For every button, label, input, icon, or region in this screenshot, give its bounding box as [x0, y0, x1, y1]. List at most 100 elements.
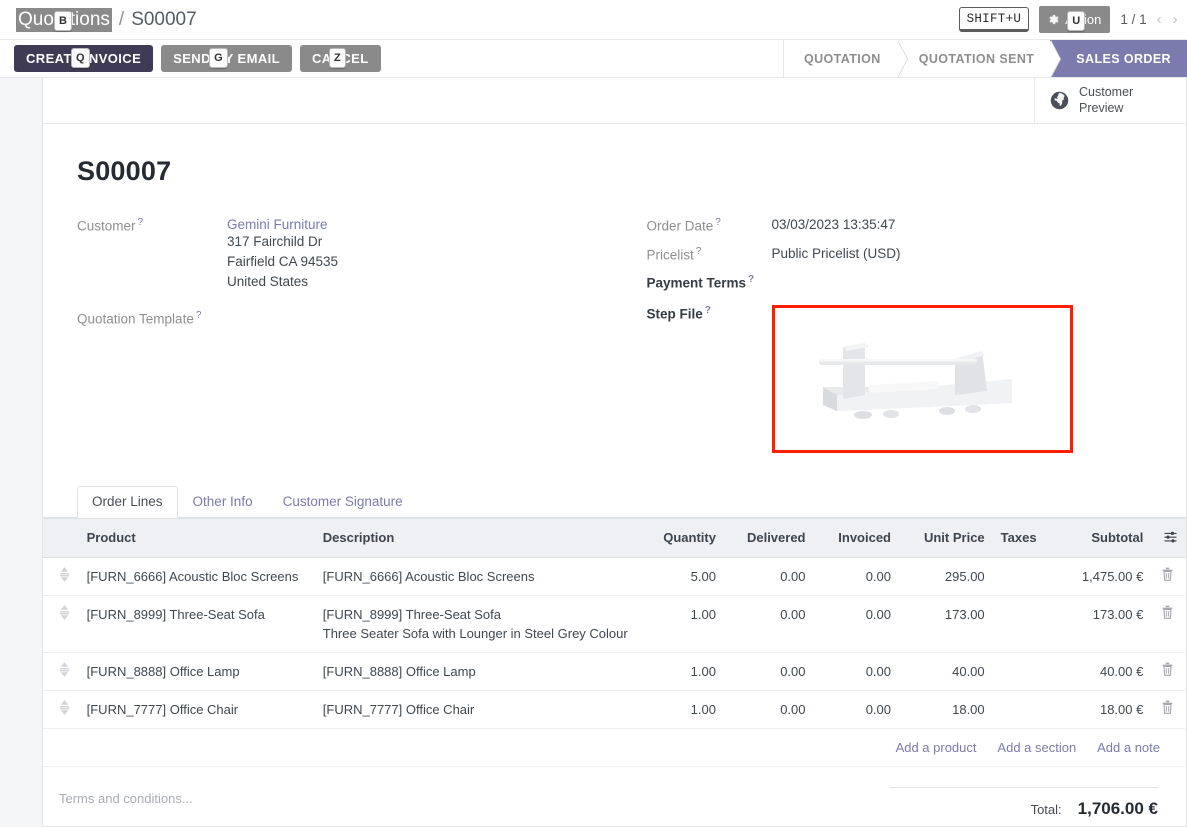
table-row[interactable]: [FURN_7777] Office Chair [FURN_7777] Off…	[43, 690, 1186, 729]
status-step-quotation[interactable]: QUOTATION	[783, 40, 908, 77]
form-sheet: Customer Preview S00007 Customer? Gemini…	[42, 78, 1187, 827]
cell-taxes[interactable]	[992, 595, 1046, 653]
trash-icon	[1162, 700, 1173, 714]
customer-address-line-2: Fairfield CA 94535	[227, 254, 339, 269]
cell-delivered[interactable]: 0.00	[723, 595, 814, 653]
cell-description[interactable]: [FURN_8999] Three-Seat Sofa Three Seater…	[314, 595, 639, 653]
cell-quantity[interactable]: 5.00	[638, 557, 724, 596]
cell-invoiced[interactable]: 0.00	[813, 652, 900, 691]
cell-quantity[interactable]: 1.00	[638, 690, 724, 729]
total-row: Total: 1,706.00 €	[890, 786, 1158, 819]
add-a-note-link[interactable]: Add a note	[1097, 739, 1160, 755]
add-a-product-link[interactable]: Add a product	[895, 739, 977, 755]
field-column-left: Customer? Gemini Furniture 317 Fairchild…	[77, 217, 615, 453]
col-unit-price[interactable]: Unit Price	[899, 517, 993, 558]
cell-description[interactable]: [FURN_7777] Office Chair	[314, 690, 639, 729]
table-row[interactable]: [FURN_8999] Three-Seat Sofa [FURN_8999] …	[43, 595, 1186, 653]
cell-delivered[interactable]: 0.00	[723, 652, 814, 691]
delete-row-button[interactable]	[1151, 557, 1186, 596]
status-step-quotation-sent[interactable]: QUOTATION SENT	[896, 40, 1061, 77]
send-by-email-button[interactable]: SEND BY EMAIL G	[161, 45, 292, 72]
order-lines-header-row: Product Description Quantity Delivered I…	[43, 517, 1186, 558]
cell-subtotal: 1,475.00 €	[1045, 557, 1152, 596]
cell-description[interactable]: [FURN_8888] Office Lamp	[314, 652, 639, 691]
cell-product[interactable]: [FURN_8888] Office Lamp	[78, 652, 315, 691]
help-icon-pricelist[interactable]: ?	[695, 245, 702, 257]
add-a-section-link[interactable]: Add a section	[997, 739, 1077, 755]
breadcrumb-parent-quotations[interactable]: Quotations B	[16, 7, 112, 32]
row-drag-handle[interactable]	[43, 690, 79, 729]
status-step-sales-order[interactable]: SALES ORDER	[1050, 40, 1187, 77]
col-taxes[interactable]: Taxes	[992, 517, 1046, 558]
create-invoice-button[interactable]: CREATE INVOICE Q	[14, 45, 154, 72]
field-payment-terms-label: Payment Terms?	[647, 274, 772, 291]
action-menu-button[interactable]: Action U	[1039, 6, 1111, 33]
cell-invoiced[interactable]: 0.00	[813, 595, 900, 653]
col-invoiced[interactable]: Invoiced	[813, 517, 900, 558]
col-delivered[interactable]: Delivered	[723, 517, 814, 558]
trash-icon	[1162, 567, 1173, 581]
cell-unit-price[interactable]: 173.00	[899, 595, 993, 653]
column-options-icon	[1164, 531, 1177, 542]
delete-row-button[interactable]	[1151, 690, 1186, 729]
total-value: 1,706.00 €	[1077, 798, 1158, 818]
customer-name-link[interactable]: Gemini Furniture	[227, 217, 328, 232]
cell-description[interactable]: [FURN_6666] Acoustic Bloc Screens	[314, 557, 639, 596]
tab-order-lines[interactable]: Order Lines	[77, 486, 178, 518]
table-row[interactable]: [FURN_6666] Acoustic Bloc Screens [FURN_…	[43, 557, 1186, 596]
field-step-file: Step File?	[647, 304, 1153, 453]
help-icon-order-date[interactable]: ?	[715, 217, 721, 228]
help-icon-quotation-template[interactable]: ?	[195, 310, 202, 321]
field-pricelist-value[interactable]: Public Pricelist (USD)	[771, 245, 901, 261]
terms-and-conditions-input[interactable]: Terms and conditions...	[59, 787, 193, 819]
cell-taxes[interactable]	[992, 652, 1046, 691]
trash-icon	[1162, 605, 1173, 619]
row-drag-handle[interactable]	[43, 595, 79, 653]
cell-product[interactable]: [FURN_8999] Three-Seat Sofa	[78, 595, 315, 653]
cell-unit-price[interactable]: 18.00	[899, 690, 993, 729]
terms-placeholder-text: Terms and conditions...	[59, 790, 193, 806]
tab-customer-signature[interactable]: Customer Signature	[268, 486, 418, 517]
cell-delivered[interactable]: 0.00	[723, 557, 814, 596]
tab-other-info[interactable]: Other Info	[178, 486, 268, 517]
total-label: Total:	[1030, 801, 1062, 817]
pager-previous-icon[interactable]: ‹	[1156, 11, 1162, 28]
col-subtotal[interactable]: Subtotal	[1045, 517, 1152, 558]
pager-next-icon[interactable]: ›	[1172, 11, 1178, 28]
sheet-body: S00007 Customer? Gemini Furniture 317 Fa…	[43, 124, 1186, 453]
col-quantity[interactable]: Quantity	[638, 517, 724, 558]
help-icon-customer[interactable]: ?	[137, 217, 144, 228]
col-product[interactable]: Product	[78, 517, 315, 558]
shortcut-chip-cancel: Z	[328, 48, 347, 68]
delete-row-button[interactable]	[1151, 595, 1186, 653]
cell-quantity[interactable]: 1.00	[638, 595, 724, 653]
row-drag-handle[interactable]	[43, 557, 79, 596]
table-row[interactable]: [FURN_8888] Office Lamp [FURN_8888] Offi…	[43, 652, 1186, 691]
topbar-right-group: SHIFT+U Action U 1 / 1 ‹ › C	[958, 0, 1187, 39]
status-step-sales-order-label: SALES ORDER	[1076, 51, 1171, 66]
column-options-button[interactable]	[1151, 517, 1186, 558]
cell-invoiced[interactable]: 0.00	[813, 557, 900, 596]
cell-taxes[interactable]	[992, 557, 1046, 596]
field-order-date-value[interactable]: 03/03/2023 13:35:47	[771, 217, 896, 232]
breadcrumb-separator: /	[118, 8, 125, 30]
col-description[interactable]: Description	[314, 517, 639, 558]
help-icon-step-file[interactable]: ?	[704, 304, 711, 316]
order-lines-table: Product Description Quantity Delivered I…	[43, 517, 1186, 767]
help-icon-payment-terms[interactable]: ?	[748, 274, 755, 285]
cell-taxes[interactable]	[992, 690, 1046, 729]
cell-product[interactable]: [FURN_6666] Acoustic Bloc Screens	[78, 557, 315, 596]
cell-quantity[interactable]: 1.00	[638, 652, 724, 691]
cell-delivered[interactable]: 0.00	[723, 690, 814, 729]
cell-unit-price[interactable]: 295.00	[899, 557, 993, 596]
field-customer-label-text: Customer	[77, 218, 136, 234]
cell-product[interactable]: [FURN_7777] Office Chair	[78, 690, 315, 729]
delete-row-button[interactable]	[1151, 652, 1186, 691]
step-file-3d-viewer[interactable]	[771, 304, 1073, 453]
row-drag-handle[interactable]	[43, 652, 79, 691]
cancel-button[interactable]: CANCEL Z	[299, 45, 381, 72]
add-line-row: Add a product Add a section Add a note	[43, 728, 1186, 767]
cell-unit-price[interactable]: 40.00	[899, 652, 993, 691]
customer-preview-button[interactable]: Customer Preview	[1034, 78, 1186, 123]
cell-invoiced[interactable]: 0.00	[813, 690, 900, 729]
